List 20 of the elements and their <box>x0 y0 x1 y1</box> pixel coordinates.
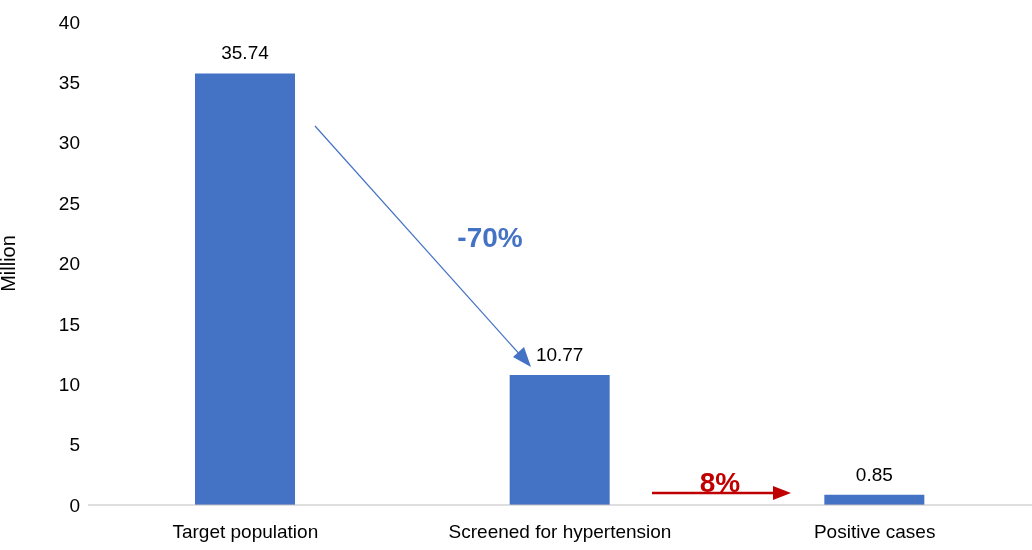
bar <box>509 374 610 505</box>
y-axis-title: Million <box>0 235 20 292</box>
y-tick-label: 35 <box>58 72 80 94</box>
annotation: -70% <box>457 222 523 253</box>
x-tick-label: Positive cases <box>813 521 936 543</box>
x-tick-label: Target population <box>172 521 319 543</box>
y-tick-label: 15 <box>58 313 80 335</box>
y-tick-label: 10 <box>58 373 80 395</box>
x-tick-label: Screened for hypertension <box>448 521 672 543</box>
data-label: 0.85 <box>855 463 893 485</box>
y-tick-label: 40 <box>58 11 80 33</box>
annotation: 8% <box>699 467 741 498</box>
bar <box>195 73 295 505</box>
y-tick-label: 30 <box>58 132 80 154</box>
y-tick-label: 20 <box>58 253 80 275</box>
data-label: 10.77 <box>535 343 584 365</box>
data-label: 35.74 <box>221 42 270 64</box>
y-tick-label: 5 <box>69 434 80 456</box>
y-tick-label: 0 <box>69 494 80 516</box>
y-tick-label: 25 <box>58 192 80 214</box>
